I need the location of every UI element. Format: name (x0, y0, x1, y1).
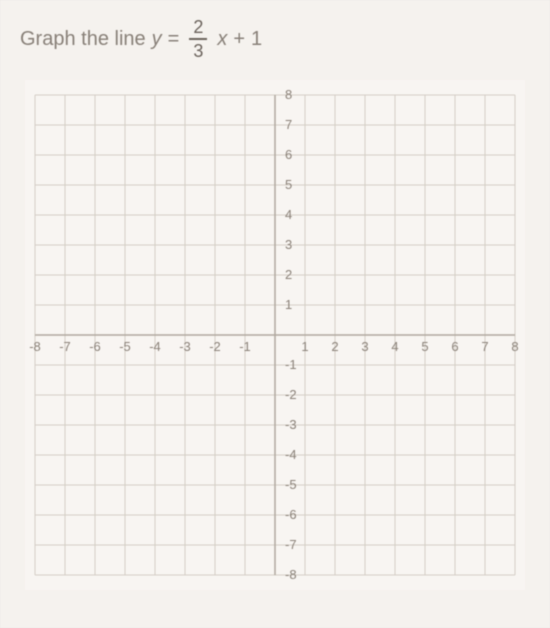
svg-text:5: 5 (285, 177, 292, 192)
svg-text:-8: -8 (29, 339, 41, 354)
svg-text:-3: -3 (179, 339, 191, 354)
svg-text:2: 2 (285, 267, 292, 282)
svg-text:-5: -5 (119, 339, 131, 354)
svg-text:6: 6 (285, 147, 292, 162)
svg-text:1: 1 (285, 297, 292, 312)
coordinate-grid: -8 -7 -6 -5 -4 -3 -2 -1 1 2 3 4 5 6 7 8 1 2 3 4 5 6 7 8 -1 -2 -3 -4… (25, 80, 525, 590)
prompt-prefix: Graph the line (20, 28, 146, 51)
grid-svg: -8 -7 -6 -5 -4 -3 -2 -1 1 2 3 4 5 6 7 8 1 2 3 4 5 6 7 8 -1 -2 -3 -4… (25, 80, 525, 590)
svg-text:3: 3 (285, 237, 292, 252)
svg-text:4: 4 (285, 207, 292, 222)
fraction-denominator: 3 (193, 40, 203, 60)
svg-text:-1: -1 (285, 357, 297, 372)
svg-text:8: 8 (285, 87, 292, 102)
svg-text:3: 3 (361, 339, 368, 354)
fraction-numerator: 2 (189, 18, 207, 40)
svg-text:-8: -8 (285, 567, 297, 582)
svg-text:-2: -2 (285, 387, 297, 402)
variable-x: x (217, 28, 227, 51)
svg-text:-4: -4 (285, 447, 297, 462)
svg-text:-5: -5 (285, 477, 297, 492)
svg-text:1: 1 (301, 339, 308, 354)
svg-text:8: 8 (511, 339, 518, 354)
svg-text:-3: -3 (285, 417, 297, 432)
svg-text:7: 7 (285, 117, 292, 132)
worksheet-page: Graph the line y = 2 3 x + 1 -8-7-6-5-4-… (0, 0, 550, 628)
equals-sign: = (168, 28, 180, 51)
svg-text:7: 7 (481, 339, 488, 354)
svg-text:-6: -6 (285, 507, 297, 522)
problem-prompt: Graph the line y = 2 3 x + 1 (20, 18, 530, 60)
constant-term: 1 (251, 28, 262, 51)
slope-fraction: 2 3 (189, 18, 207, 60)
svg-text:-1: -1 (239, 339, 251, 354)
svg-text:-7: -7 (285, 537, 297, 552)
variable-y: y (152, 28, 162, 51)
svg-text:-6: -6 (89, 339, 101, 354)
svg-text:-4: -4 (149, 339, 161, 354)
svg-text:-2: -2 (209, 339, 221, 354)
plus-sign: + (233, 28, 245, 51)
svg-text:-7: -7 (59, 339, 71, 354)
svg-text:4: 4 (391, 339, 398, 354)
svg-text:5: 5 (421, 339, 428, 354)
svg-text:6: 6 (451, 339, 458, 354)
svg-text:2: 2 (331, 339, 338, 354)
